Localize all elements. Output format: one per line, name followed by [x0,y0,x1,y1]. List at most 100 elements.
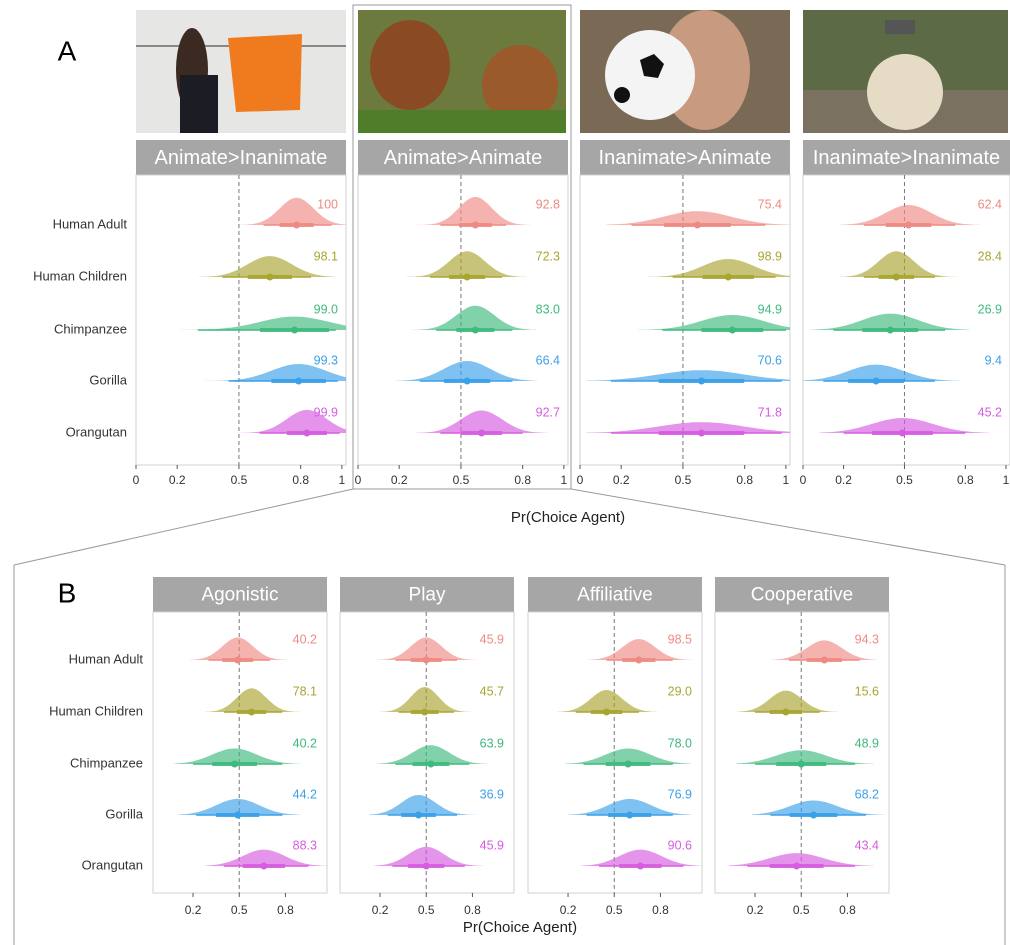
value-label: 88.3 [293,838,317,852]
photo-1 [136,10,346,133]
value-label: 99.3 [314,353,338,367]
estimate-dot [810,812,817,819]
density [205,688,300,712]
value-label: 48.9 [855,736,879,750]
value-label: 66.4 [536,353,560,367]
estimate-dot [464,378,471,385]
photo-4 [803,10,1008,133]
estimate-dot [472,222,479,229]
strip-title: Animate>Inanimate [155,147,328,169]
estimate-dot [698,378,705,385]
density [803,365,959,381]
estimate-dot [725,274,732,281]
category-label: Chimpanzee [70,755,143,770]
estimate-dot [415,812,422,819]
value-label: 99.9 [314,405,338,419]
x-tick-label: 0 [355,473,362,487]
x-tick-label: 0.5 [231,473,248,487]
estimate-dot [603,709,610,716]
strip-title: Inanimate>Animate [599,147,772,169]
value-label: 98.1 [314,249,338,263]
x-tick-label: 0.8 [652,903,669,917]
category-label: Human Adult [53,216,128,231]
value-label: 45.7 [480,684,504,698]
estimate-dot [303,430,310,437]
x-tick-label: 0 [577,473,584,487]
strip-title: Animate>Animate [384,147,542,169]
estimate-dot [464,274,471,281]
page: A Human Adult Human Children Chimpanzee Gori… [0,0,1010,945]
estimate-dot [635,657,642,664]
value-label: 44.2 [293,787,317,801]
category-label: Human Children [49,703,143,718]
x-tick-label: 0.2 [613,473,630,487]
x-tick-label: 0.5 [231,903,248,917]
value-label: 78.0 [668,736,692,750]
estimate-dot [694,222,701,229]
density [737,750,874,764]
value-label: 72.3 [536,249,560,263]
density [380,687,472,712]
value-label: 78.1 [293,684,317,698]
density [190,638,289,661]
density [374,847,483,866]
x-tick-label: 0.5 [675,473,692,487]
x-tick-label: 0.8 [839,903,856,917]
estimate-dot [873,378,880,385]
value-label: 83.0 [536,302,560,316]
estimate-dot [295,378,302,385]
strip-title: Cooperative [751,585,853,606]
estimate-dot [478,430,485,437]
value-label: 76.9 [668,787,692,801]
x-tick-label: 0.2 [560,903,577,917]
panel-label: A [58,35,77,66]
value-label: 70.6 [758,353,782,367]
x-tick-label: 1 [561,473,568,487]
density [175,749,301,765]
density [840,251,960,277]
value-label: 28.4 [978,249,1002,263]
x-tick-label: 0.5 [453,473,470,487]
density [737,691,839,712]
x-tick-label: 1 [339,473,346,487]
estimate-dot [231,761,238,768]
x-tick-label: 0.2 [391,473,408,487]
x-tick-label: 0.8 [514,473,531,487]
x-tick-label: 0.5 [793,903,810,917]
category-label: Orangutan [66,424,127,439]
strip-title: Affiliative [577,585,653,606]
category-label: Chimpanzee [54,321,127,336]
x-tick-label: 0.2 [747,903,764,917]
category-label: Human Adult [69,651,144,666]
estimate-dot [423,863,430,870]
panel-label: B [58,577,77,608]
estimate-dot [421,709,428,716]
value-label: 94.9 [758,302,782,316]
value-label: 75.4 [758,197,782,211]
estimate-dot [893,274,900,281]
value-label: 40.2 [293,736,317,750]
value-label: 90.6 [668,838,692,852]
estimate-dot [625,761,632,768]
x-tick-label: 0.8 [736,473,753,487]
estimate-dot [423,657,430,664]
value-label: 98.9 [758,249,782,263]
x-tick-label: 0.5 [418,903,435,917]
x-tick-label: 0.8 [277,903,294,917]
x-tick-label: 0 [800,473,807,487]
photo-3 [580,10,790,133]
x-tick-label: 0.8 [464,903,481,917]
estimate-dot [260,863,267,870]
x-tick-label: 0.8 [292,473,309,487]
category-label: Gorilla [105,806,143,821]
density [412,306,538,330]
value-label: 99.0 [314,302,338,316]
estimate-dot [291,327,298,334]
estimate-dot [887,327,894,334]
value-label: 100 [317,197,338,211]
figure: A Human Adult Human Children Chimpanzee Gori… [0,0,1010,945]
value-label: 9.4 [985,353,1002,367]
value-label: 62.4 [978,197,1002,211]
density [638,315,790,330]
x-axis-label: Pr(Choice Agent) [463,919,577,936]
